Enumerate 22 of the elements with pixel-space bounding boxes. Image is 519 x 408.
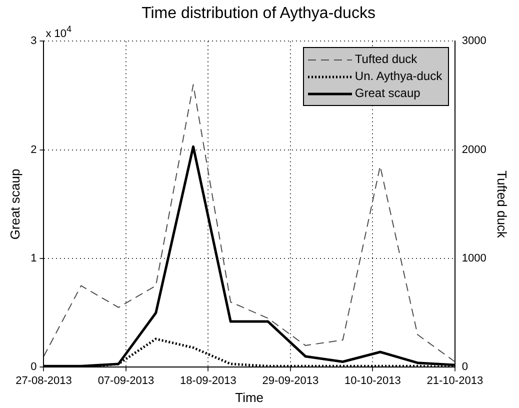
legend-label: Un. Aythya-duck [354,68,442,86]
y2-tick-label: 2000 [462,144,486,156]
y-tick-label: 2 [30,144,37,156]
y-tick-label: 3 [30,35,37,48]
x-axis-title: Time [235,390,264,405]
chart-title: Time distribution of Aythya-ducks [142,5,376,22]
x-tick-label: 07-09-2013 [98,374,154,387]
y2-tick-label: 3000 [462,35,486,48]
x-tick-label: 10-10-2013 [344,374,401,387]
y-axis-title: Great scaup [7,168,22,240]
y-tick-label: 0 [30,361,37,374]
legend-label: Great scaup [354,85,420,102]
x-tick-label: 21-10-2013 [426,374,484,387]
x-tick-label: 27-08-2013 [16,374,72,387]
x-tick-label: 18-09-2013 [180,374,236,387]
line-series [44,84,455,362]
y2-tick-label: 0 [462,361,468,374]
y2-axis-title: Tufted duck [494,170,510,238]
x-tick-label: 29-09-2013 [262,374,319,387]
y-tick-label: 1 [30,252,37,265]
y2-tick-label: 1000 [462,252,486,265]
legend-label: Tufted duck [354,51,418,68]
